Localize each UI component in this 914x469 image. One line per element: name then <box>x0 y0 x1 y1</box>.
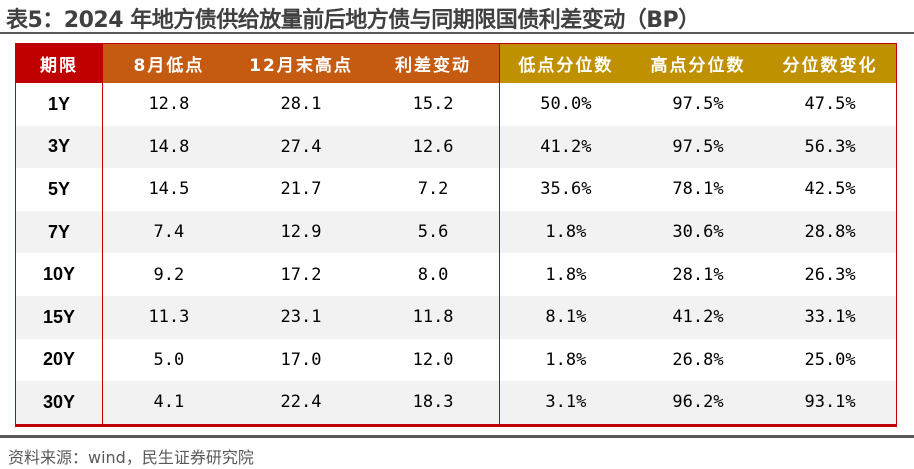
value-cell: 42.5% <box>804 179 856 200</box>
header-row: 期限 8月低点 12月末高点 利差变动 低点分位数 高点分位数 分位数变化 <box>15 43 897 83</box>
value-cell: 26.8% <box>672 349 724 370</box>
value-cell: 8.1% <box>499 295 632 339</box>
value-cell: 93.1% <box>764 381 897 426</box>
value-cell: 47.5% <box>804 94 856 115</box>
table-row: 1Y 12.8 28.1 15.2 50.0% 97.5% 47.5% <box>15 83 897 126</box>
value-cell: 12.8 <box>148 94 190 115</box>
value-cell: 21.7 <box>280 179 322 200</box>
table-row: 10Y 9.2 17.2 8.0 1.8% 28.1% 26.3% <box>15 253 897 296</box>
value-cell: 41.2% <box>499 125 632 169</box>
value-cell: 41.2% <box>631 295 765 339</box>
footer-divider <box>0 435 914 438</box>
column-header: 低点分位数 <box>499 43 632 83</box>
value-cell: 28.8% <box>764 210 897 254</box>
value-cell: 8.0 <box>367 253 500 296</box>
value-cell: 97.5% <box>631 125 765 169</box>
value-cell: 26.3% <box>804 264 856 285</box>
table-row: 3Y 14.8 27.4 12.6 41.2% 97.5% 56.3% <box>15 125 897 169</box>
value-cell: 14.5 <box>148 179 190 200</box>
term-cell: 20Y <box>15 338 103 382</box>
value-cell: 11.8 <box>367 295 500 339</box>
value-cell: 12.9 <box>234 210 368 254</box>
source-note: 资料来源：wind，民生证券研究院 <box>8 448 254 467</box>
column-header: 12月末高点 <box>234 43 368 83</box>
table-row: 20Y 5.0 17.0 12.0 1.8% 26.8% 25.0% <box>15 338 897 382</box>
value-cell: 15.2 <box>367 83 500 126</box>
value-cell: 12.6 <box>367 125 500 169</box>
value-cell: 1.8% <box>545 264 587 285</box>
value-cell: 1.8% <box>499 210 632 254</box>
column-header: 8月低点 <box>102 43 235 83</box>
value-cell: 30.6% <box>631 210 765 254</box>
term-cell: 5Y <box>15 168 103 211</box>
table-row: 5Y 14.5 21.7 7.2 35.6% 78.1% 42.5% <box>15 168 897 211</box>
value-cell: 56.3% <box>764 125 897 169</box>
value-cell: 33.1% <box>764 295 897 339</box>
term-cell: 15Y <box>15 295 103 339</box>
table-row: 30Y 4.1 22.4 18.3 3.1% 96.2% 93.1% <box>15 381 897 426</box>
column-header: 期限 <box>15 43 103 83</box>
term-cell: 1Y <box>15 83 103 126</box>
value-cell: 11.3 <box>102 295 235 339</box>
value-cell: 96.2% <box>631 381 765 426</box>
value-cell: 5.6 <box>367 210 500 254</box>
term-cell: 7Y <box>15 210 103 254</box>
value-cell: 25.0% <box>804 349 856 370</box>
column-header: 分位数变化 <box>764 43 897 83</box>
value-cell: 28.1 <box>280 94 322 115</box>
value-cell: 28.1% <box>672 264 724 285</box>
term-cell: 3Y <box>15 125 103 169</box>
value-cell: 78.1% <box>672 179 724 200</box>
column-header: 高点分位数 <box>631 43 765 83</box>
value-cell: 5.0 <box>153 349 185 370</box>
term-cell: 10Y <box>15 253 103 296</box>
value-cell: 7.4 <box>102 210 235 254</box>
title-divider <box>0 32 914 34</box>
value-cell: 35.6% <box>540 179 592 200</box>
spread-table: 期限 8月低点 12月末高点 利差变动 低点分位数 高点分位数 分位数变化 1Y 12.8 28… <box>15 43 897 427</box>
table-row: 15Y 11.3 23.1 11.8 8.1% 41.2% 33.1% <box>15 295 897 339</box>
value-cell: 18.3 <box>367 381 500 426</box>
column-header: 利差变动 <box>367 43 500 83</box>
value-cell: 4.1 <box>102 381 235 426</box>
value-cell: 23.1 <box>234 295 368 339</box>
table-title: 表5：2024 年地方债供给放量前后地方债与同期限国债利差变动（BP） <box>6 8 700 33</box>
term-cell: 30Y <box>15 381 103 426</box>
value-cell: 1.8% <box>545 349 587 370</box>
value-cell: 14.8 <box>102 125 235 169</box>
value-cell: 50.0% <box>540 94 592 115</box>
value-cell: 7.2 <box>367 168 500 211</box>
value-cell: 97.5% <box>672 94 724 115</box>
value-cell: 12.0 <box>367 338 500 382</box>
value-cell: 17.0 <box>280 349 322 370</box>
value-cell: 17.2 <box>280 264 322 285</box>
table-row: 7Y 7.4 12.9 5.6 1.8% 30.6% 28.8% <box>15 210 897 254</box>
value-cell: 3.1% <box>499 381 632 426</box>
value-cell: 27.4 <box>234 125 368 169</box>
value-cell: 9.2 <box>153 264 185 285</box>
value-cell: 22.4 <box>234 381 368 426</box>
